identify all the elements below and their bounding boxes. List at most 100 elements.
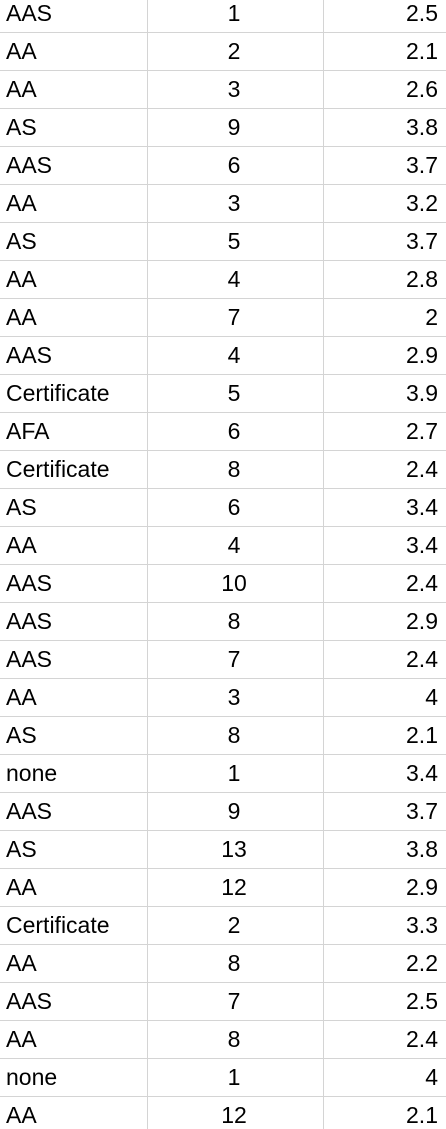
count-cell[interactable]: 10 (147, 564, 324, 603)
count-cell[interactable]: 3 (147, 70, 324, 109)
degree-cell[interactable]: AA (0, 1096, 148, 1129)
score-cell[interactable]: 3.7 (323, 792, 446, 831)
count-cell[interactable]: 4 (147, 526, 324, 565)
count-cell[interactable]: 5 (147, 374, 324, 413)
score-cell[interactable]: 2 (323, 298, 446, 337)
score-cell[interactable]: 2.4 (323, 450, 446, 489)
degree-cell[interactable]: AAS (0, 792, 148, 831)
table-row: AA 12 2.9 (0, 868, 446, 907)
count-cell[interactable]: 3 (147, 184, 324, 223)
degree-cell[interactable]: AA (0, 298, 148, 337)
count-cell[interactable]: 8 (147, 450, 324, 489)
degree-cell[interactable]: AAS (0, 0, 148, 33)
degree-cell[interactable]: AA (0, 260, 148, 299)
table-row: Certificate 2 3.3 (0, 906, 446, 945)
score-cell[interactable]: 3.9 (323, 374, 446, 413)
degree-cell[interactable]: AAS (0, 640, 148, 679)
score-cell[interactable]: 3.3 (323, 906, 446, 945)
score-cell[interactable]: 2.1 (323, 32, 446, 71)
count-cell[interactable]: 8 (147, 602, 324, 641)
score-cell[interactable]: 2.4 (323, 640, 446, 679)
score-cell[interactable]: 4 (323, 1058, 446, 1097)
score-cell[interactable]: 2.4 (323, 564, 446, 603)
score-cell[interactable]: 2.6 (323, 70, 446, 109)
count-cell[interactable]: 2 (147, 32, 324, 71)
count-cell[interactable]: 9 (147, 108, 324, 147)
score-cell[interactable]: 3.8 (323, 108, 446, 147)
count-cell[interactable]: 4 (147, 260, 324, 299)
score-cell[interactable]: 3.4 (323, 526, 446, 565)
degree-cell[interactable]: AS (0, 488, 148, 527)
count-cell[interactable]: 8 (147, 944, 324, 983)
degree-cell[interactable]: AA (0, 944, 148, 983)
count-cell[interactable]: 9 (147, 792, 324, 831)
degree-cell[interactable]: AA (0, 70, 148, 109)
degree-cell[interactable]: AAS (0, 336, 148, 375)
degree-cell[interactable]: Certificate (0, 906, 148, 945)
count-cell[interactable]: 13 (147, 830, 324, 869)
score-cell[interactable]: 3.7 (323, 146, 446, 185)
score-cell[interactable]: 2.4 (323, 1020, 446, 1059)
count-cell[interactable]: 8 (147, 716, 324, 755)
score-cell[interactable]: 2.9 (323, 868, 446, 907)
count-cell[interactable]: 7 (147, 298, 324, 337)
table-row: AS 5 3.7 (0, 222, 446, 261)
count-cell[interactable]: 1 (147, 754, 324, 793)
degree-cell[interactable]: AA (0, 184, 148, 223)
score-cell[interactable]: 2.9 (323, 336, 446, 375)
degree-cell[interactable]: AS (0, 222, 148, 261)
count-cell[interactable]: 12 (147, 868, 324, 907)
count-cell[interactable]: 8 (147, 1020, 324, 1059)
degree-cell[interactable]: AS (0, 830, 148, 869)
count-cell[interactable]: 6 (147, 488, 324, 527)
count-cell[interactable]: 1 (147, 1058, 324, 1097)
count-cell[interactable]: 4 (147, 336, 324, 375)
count-cell[interactable]: 7 (147, 982, 324, 1021)
count-cell[interactable]: 2 (147, 906, 324, 945)
degree-cell[interactable]: none (0, 754, 148, 793)
table-row: AA 8 2.4 (0, 1020, 446, 1059)
table-row: AAS 6 3.7 (0, 146, 446, 185)
score-cell[interactable]: 3.8 (323, 830, 446, 869)
degree-cell[interactable]: AAS (0, 602, 148, 641)
count-cell[interactable]: 5 (147, 222, 324, 261)
degree-cell[interactable]: AA (0, 32, 148, 71)
count-cell[interactable]: 7 (147, 640, 324, 679)
score-cell[interactable]: 2.7 (323, 412, 446, 451)
degree-cell[interactable]: AAS (0, 146, 148, 185)
degree-cell[interactable]: AS (0, 716, 148, 755)
count-cell[interactable]: 6 (147, 146, 324, 185)
count-cell[interactable]: 12 (147, 1096, 324, 1129)
degree-cell[interactable]: AAS (0, 982, 148, 1021)
score-cell[interactable]: 2.9 (323, 602, 446, 641)
count-cell[interactable]: 6 (147, 412, 324, 451)
score-cell[interactable]: 2.2 (323, 944, 446, 983)
count-cell[interactable]: 3 (147, 678, 324, 717)
degree-cell[interactable]: AAS (0, 564, 148, 603)
score-cell[interactable]: 2.8 (323, 260, 446, 299)
degree-cell[interactable]: AS (0, 108, 148, 147)
table-row: AS 8 2.1 (0, 716, 446, 755)
score-cell[interactable]: 4 (323, 678, 446, 717)
score-cell[interactable]: 2.5 (323, 0, 446, 33)
degree-cell[interactable]: AA (0, 678, 148, 717)
table-row: AA 2 2.1 (0, 32, 446, 71)
degree-cell[interactable]: AA (0, 526, 148, 565)
degree-cell[interactable]: AA (0, 1020, 148, 1059)
degree-cell[interactable]: none (0, 1058, 148, 1097)
table-row: AA 3 3.2 (0, 184, 446, 223)
score-cell[interactable]: 3.7 (323, 222, 446, 261)
table-row: AA 4 3.4 (0, 526, 446, 565)
score-cell[interactable]: 2.5 (323, 982, 446, 1021)
score-cell[interactable]: 2.1 (323, 1096, 446, 1129)
degree-cell[interactable]: AFA (0, 412, 148, 451)
score-cell[interactable]: 3.2 (323, 184, 446, 223)
table-row: AAS 4 2.9 (0, 336, 446, 375)
count-cell[interactable]: 1 (147, 0, 324, 33)
score-cell[interactable]: 2.1 (323, 716, 446, 755)
score-cell[interactable]: 3.4 (323, 488, 446, 527)
degree-cell[interactable]: Certificate (0, 450, 148, 489)
degree-cell[interactable]: AA (0, 868, 148, 907)
score-cell[interactable]: 3.4 (323, 754, 446, 793)
degree-cell[interactable]: Certificate (0, 374, 148, 413)
